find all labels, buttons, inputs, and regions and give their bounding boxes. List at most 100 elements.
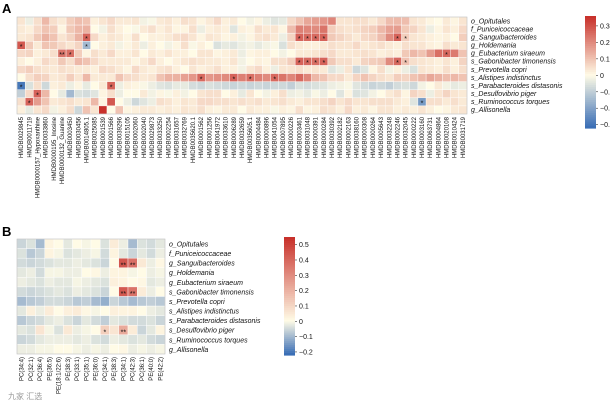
heatmap-cell <box>63 267 73 278</box>
heatmap-cell <box>204 49 214 58</box>
heatmap-cell <box>213 105 222 115</box>
heatmap-cell <box>82 89 91 99</box>
heatmap-cell <box>100 286 110 297</box>
colorbar-segment <box>585 40 596 43</box>
heatmap-cell <box>270 24 280 34</box>
heatmap-cell <box>254 73 263 82</box>
heatmap-cell <box>155 73 165 82</box>
heatmap-cell <box>63 315 73 326</box>
row-label: s_Gabonibacter timonensis <box>471 59 556 66</box>
heatmap-cell <box>16 97 26 107</box>
heatmap-cell <box>335 32 345 42</box>
heatmap-cell <box>131 105 140 115</box>
heatmap-cell <box>164 73 173 82</box>
heatmap-cell <box>147 49 157 58</box>
colorbar-tick-label: −0.3 <box>600 122 610 129</box>
significance-mark: * <box>396 60 399 67</box>
heatmap-cell <box>335 81 345 90</box>
column-label: HMDB0033610 <box>224 116 230 158</box>
heatmap-cell <box>131 16 140 26</box>
heatmap-cell <box>33 65 42 74</box>
column-label: HMDB0063731 <box>428 116 434 158</box>
heatmap-cell <box>26 325 36 336</box>
heatmap-cell <box>26 286 36 297</box>
heatmap-cell <box>74 41 83 50</box>
heatmap-cell <box>294 81 304 90</box>
heatmap-cell <box>16 277 27 288</box>
heatmap-cell <box>131 65 140 74</box>
heatmap-cell <box>146 238 156 249</box>
heatmap-cell <box>245 24 255 34</box>
heatmap-cell <box>376 32 386 42</box>
heatmap-cell <box>41 41 50 50</box>
heatmap-cell <box>327 105 337 115</box>
column-label: HMDB0025085 <box>93 116 99 158</box>
heatmap-cell <box>33 16 42 26</box>
heatmap-cell <box>106 73 116 82</box>
heatmap-cell <box>458 89 468 99</box>
heatmap-cell <box>123 65 132 74</box>
colorbar-segment <box>585 68 596 71</box>
colorbar-segment <box>284 294 295 297</box>
heatmap-cell <box>49 24 59 34</box>
significance-mark: * <box>314 60 317 67</box>
heatmap-cell <box>393 24 402 34</box>
heatmap-cell <box>139 73 149 82</box>
heatmap-cell <box>100 344 110 355</box>
heatmap-cell <box>146 257 156 268</box>
heatmap-cell <box>368 81 378 90</box>
heatmap-cell <box>360 65 370 74</box>
heatmap-cell <box>450 49 460 58</box>
heatmap-cell <box>127 248 138 259</box>
heatmap-cell <box>16 73 26 82</box>
heatmap-cell <box>393 105 402 115</box>
heatmap-cell <box>172 105 181 115</box>
heatmap-cell <box>458 24 468 34</box>
heatmap-cell <box>376 16 386 26</box>
heatmap-cell <box>409 73 419 82</box>
colorbar-segment <box>284 248 295 252</box>
row-label: s_Prevotella copri <box>169 299 225 306</box>
colorbar-tick-label: 0.3 <box>600 23 610 30</box>
column-label: PE(36:0) <box>94 357 100 381</box>
heatmap-border <box>16 238 166 355</box>
heatmap-cell <box>335 65 345 74</box>
column-label: HMDB0033860 <box>44 116 50 158</box>
heatmap-cell <box>35 296 45 307</box>
heatmap-cell <box>155 315 166 326</box>
significance-mark: * <box>404 36 407 43</box>
heatmap-cell <box>49 57 59 66</box>
heatmap-cell <box>458 57 468 66</box>
colorbar-segment <box>585 34 596 38</box>
heatmap-cell <box>245 49 255 58</box>
heatmap-cell <box>147 32 157 42</box>
colorbar-segment <box>284 299 295 303</box>
heatmap-cell <box>57 32 67 42</box>
heatmap-cell <box>44 267 55 278</box>
heatmap-cell <box>270 57 280 66</box>
heatmap-cell <box>41 73 50 82</box>
heatmap-cell <box>254 81 263 90</box>
heatmap-cell <box>450 65 460 74</box>
heatmap-cell <box>327 57 337 66</box>
heatmap-cell <box>57 89 67 99</box>
heatmap-cell <box>213 81 222 90</box>
heatmap-cell <box>41 32 50 42</box>
heatmap-cell <box>213 41 222 50</box>
heatmap-cell <box>417 24 427 34</box>
colorbar-segment <box>585 57 596 60</box>
colorbar-segment <box>284 258 295 262</box>
heatmap-cell <box>147 16 157 26</box>
significance-mark: * <box>249 76 252 83</box>
heatmap-cell <box>24 41 34 50</box>
heatmap-cell <box>131 32 140 42</box>
colorbar-tick-label: 0.2 <box>600 40 610 47</box>
heatmap-cell <box>155 238 166 249</box>
heatmap-cell <box>188 97 198 107</box>
heatmap-cell <box>425 16 435 26</box>
heatmap-cell <box>425 105 435 115</box>
significance-mark: ** <box>121 291 127 298</box>
colorbar-tick-label: −0.2 <box>299 349 313 356</box>
heatmap-cell <box>270 41 280 50</box>
heatmap-cell <box>425 49 435 58</box>
